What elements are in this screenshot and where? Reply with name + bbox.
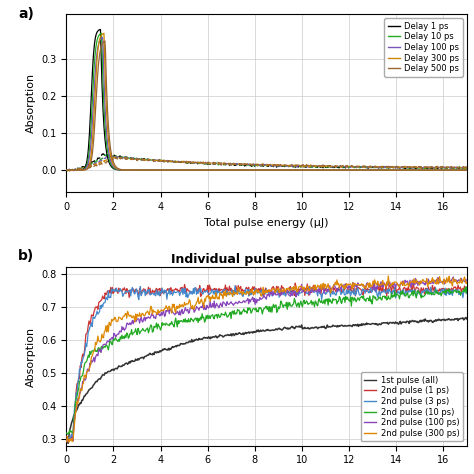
X-axis label: Total pulse energy (μJ): Total pulse energy (μJ) (204, 218, 329, 228)
Y-axis label: Absorption: Absorption (26, 327, 36, 386)
Text: a): a) (18, 7, 34, 21)
Y-axis label: Absorption: Absorption (26, 73, 36, 133)
Text: b): b) (18, 249, 35, 264)
Title: Individual pulse absorption: Individual pulse absorption (171, 253, 362, 266)
Legend: 1st pulse (all), 2nd pulse (1 ps), 2nd pulse (3 ps), 2nd pulse (10 ps), 2nd puls: 1st pulse (all), 2nd pulse (1 ps), 2nd p… (361, 373, 463, 441)
Legend: Delay 1 ps, Delay 10 ps, Delay 100 ps, Delay 300 ps, Delay 500 ps: Delay 1 ps, Delay 10 ps, Delay 100 ps, D… (384, 18, 463, 77)
